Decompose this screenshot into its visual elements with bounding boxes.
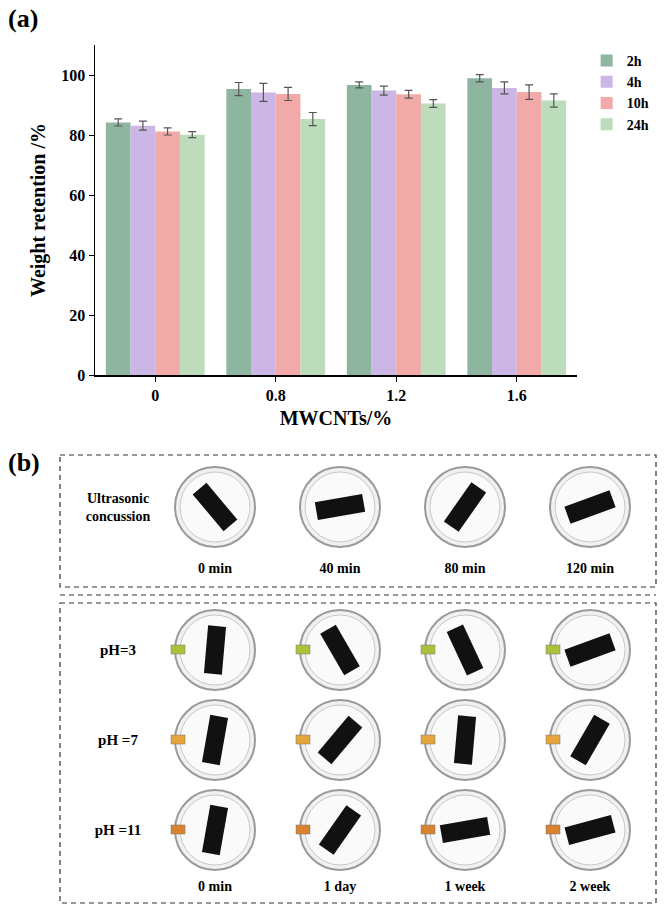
svg-text:100: 100 [61, 67, 85, 84]
svg-text:40: 40 [69, 247, 85, 264]
svg-text:0: 0 [77, 367, 85, 384]
svg-text:60: 60 [69, 187, 85, 204]
svg-text:1 week: 1 week [445, 879, 486, 894]
svg-text:10h: 10h [627, 96, 649, 111]
svg-text:4h: 4h [627, 75, 642, 90]
svg-text:80: 80 [69, 127, 85, 144]
svg-text:1.2: 1.2 [386, 387, 406, 404]
svg-text:(b): (b) [8, 448, 40, 477]
svg-text:concussion: concussion [86, 509, 151, 524]
svg-text:1.6: 1.6 [507, 387, 527, 404]
svg-text:1 day: 1 day [324, 879, 356, 894]
svg-text:pH =7: pH =7 [98, 732, 138, 748]
svg-text:2h: 2h [627, 54, 642, 69]
svg-text:0 min: 0 min [198, 879, 232, 894]
svg-text:120 min: 120 min [566, 561, 614, 576]
svg-text:0 min: 0 min [198, 561, 232, 576]
svg-text:80 min: 80 min [445, 561, 486, 576]
svg-text:24h: 24h [627, 118, 649, 133]
svg-text:0.8: 0.8 [266, 387, 286, 404]
svg-text:pH=3: pH=3 [100, 642, 136, 658]
svg-text:pH =11: pH =11 [95, 822, 141, 838]
svg-text:0: 0 [151, 387, 159, 404]
svg-text:40 min: 40 min [320, 561, 361, 576]
svg-text:Ultrasonic: Ultrasonic [87, 491, 149, 506]
svg-text:2 week: 2 week [570, 879, 611, 894]
svg-text:MWCNTs/%: MWCNTs/% [280, 407, 393, 429]
svg-text:20: 20 [69, 307, 85, 324]
html-text:(a): (a) [8, 4, 39, 33]
svg-text:Weight retention /%: Weight retention /% [27, 123, 50, 297]
